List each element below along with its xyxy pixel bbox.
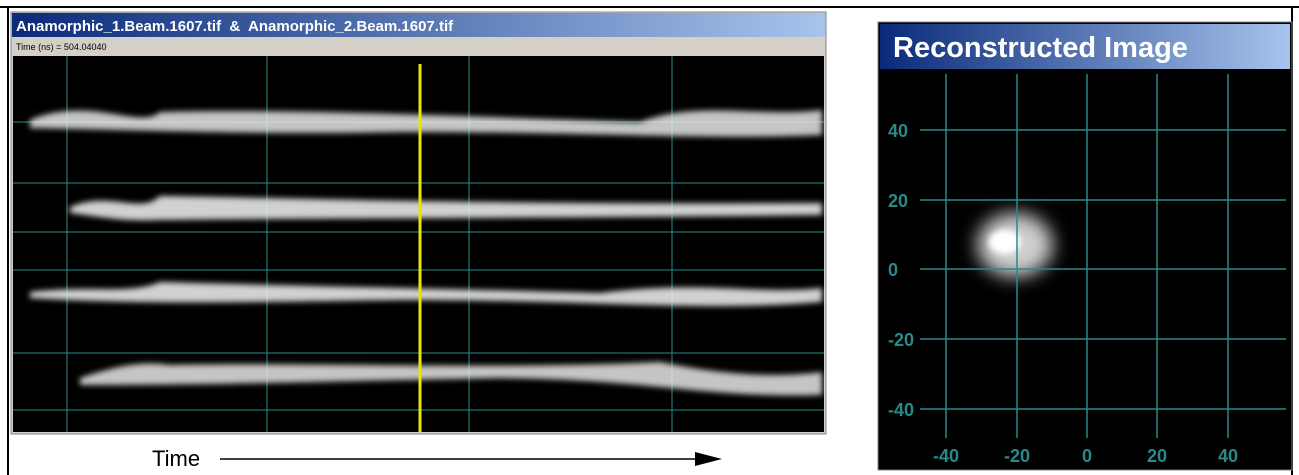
y-tick-label: -40 xyxy=(888,400,914,420)
y-tick-label: 40 xyxy=(888,121,908,141)
x-tick-label: -20 xyxy=(1004,446,1030,466)
time-label: Time xyxy=(152,446,200,471)
left-window: Anamorphic_1.Beam.1607.tif & Anamorphic_… xyxy=(11,12,826,434)
x-tick-label: 0 xyxy=(1082,446,1092,466)
right-window: Reconstructed Image xyxy=(878,22,1292,470)
x-tick-label: -40 xyxy=(933,446,959,466)
x-tick-label: 20 xyxy=(1147,446,1167,466)
x-tick-label: 40 xyxy=(1218,446,1238,466)
y-tick-label: 20 xyxy=(888,191,908,211)
y-tick-label: 0 xyxy=(888,260,898,280)
window-title: Anamorphic_1.Beam.1607.tif & Anamorphic_… xyxy=(16,18,454,35)
y-tick-label: -20 xyxy=(888,330,914,350)
status-text: Time (ns) = 504.04040 xyxy=(16,42,106,52)
reconstructed-core xyxy=(989,230,1021,254)
screenshot: Anamorphic_1.Beam.1607.tif & Anamorphic_… xyxy=(0,0,1299,475)
window-title: Reconstructed Image xyxy=(893,32,1188,64)
window-frame xyxy=(878,22,1292,470)
arrow-head xyxy=(695,452,722,466)
